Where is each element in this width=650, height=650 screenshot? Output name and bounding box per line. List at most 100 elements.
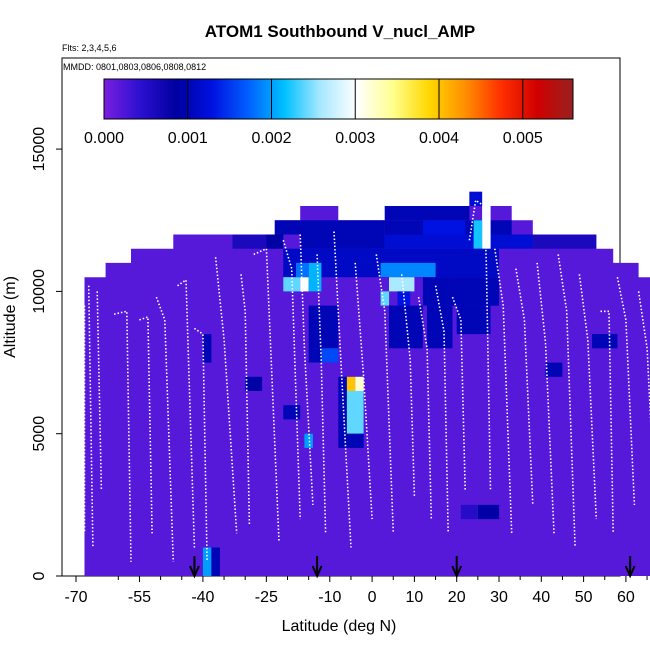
- colorbar-tick-label: 0.004: [419, 130, 459, 147]
- x-tick-label: -10: [318, 589, 341, 606]
- y-tick-label: 5000: [31, 416, 48, 452]
- arrow-marker: [311, 556, 323, 579]
- colorbar-gradient: [103, 78, 574, 120]
- heatmap-cell: [532, 234, 597, 249]
- heatmap-cell: [308, 262, 322, 292]
- colorbar-tick-label: 0.002: [251, 130, 291, 147]
- colorbar-tick-label: 0.000: [84, 130, 124, 147]
- date-subtitle: MMDD: 0801,0803,0806,0808,0812: [63, 62, 206, 72]
- heatmap-cell: [321, 348, 339, 363]
- heatmap-cell: [274, 220, 385, 235]
- heatmap-cell: [427, 305, 453, 349]
- x-tick-label: 60: [617, 589, 635, 606]
- flight-track: [578, 274, 598, 520]
- heatmap-cell: [384, 234, 533, 249]
- x-axis: -70-55-40-25-1001020304050607080: [64, 576, 648, 606]
- heatmap-cell: [545, 362, 563, 377]
- flight-track: [616, 277, 636, 505]
- flights-subtitle: Flts: 2,3,4,5,6: [62, 43, 117, 53]
- heatmap-cell: [477, 504, 500, 520]
- heatmap-cell: [482, 206, 491, 263]
- flight-track: [434, 285, 449, 534]
- y-tick-label: 10000: [31, 269, 48, 314]
- colorbar-ticks: 0.000 0.001 0.002 0.003 0.004 0.005: [84, 79, 543, 147]
- y-tick-label: 0: [31, 571, 48, 580]
- arrow-head: [624, 565, 636, 579]
- heatmap-cell: [389, 277, 415, 292]
- colorbar-tick-label: 0.005: [503, 130, 543, 147]
- heatmap-cell: [448, 277, 499, 306]
- heatmap-cell: [202, 547, 212, 576]
- colorbar-tick-label: 0.001: [168, 130, 208, 147]
- flight-track: [333, 231, 352, 548]
- flight-tracks: [83, 198, 650, 562]
- x-tick-label: 20: [448, 589, 466, 606]
- flight-track: [417, 296, 433, 520]
- heatmap-cell: [346, 391, 364, 434]
- heatmap-cell: [380, 262, 436, 278]
- flight-track: [282, 239, 301, 520]
- heatmap-background: [84, 191, 650, 576]
- heatmap-cell: [338, 391, 347, 434]
- heatmap-cell: [422, 277, 449, 306]
- heatmap-cell: [338, 376, 347, 391]
- heatmap-cell: [232, 234, 275, 249]
- arrow-head: [189, 565, 200, 579]
- chart-title: ATOM1 Southbound V_nucl_AMP: [205, 22, 475, 41]
- heatmap-cell: [308, 305, 339, 349]
- flight-track: [316, 254, 327, 534]
- x-tick-label: 10: [406, 589, 424, 606]
- heatmap-cell: [211, 547, 220, 576]
- arrow-marker: [624, 556, 636, 579]
- colorbar: 0.000 0.001 0.002 0.003 0.004 0.005: [84, 78, 574, 147]
- plot-area: [61, 57, 650, 579]
- y-tick-label: 15000: [31, 127, 48, 172]
- colorbar-tick-label: 0.003: [335, 130, 375, 147]
- heatmap-cell: [422, 220, 466, 235]
- flight-track: [113, 310, 132, 562]
- heatmap-cell: [469, 191, 483, 206]
- x-tick-label: -55: [128, 589, 151, 606]
- flight-track: [299, 234, 314, 505]
- heatmap-cell: [384, 206, 470, 221]
- heatmap-cell: [473, 220, 483, 249]
- flight-track: [515, 268, 534, 505]
- flight-track: [536, 262, 555, 534]
- flight-track: [193, 327, 208, 562]
- heatmap-cell: [355, 376, 364, 391]
- flight-track: [468, 198, 492, 491]
- heatmap-cell: [308, 348, 322, 363]
- heatmap-cell: [338, 433, 364, 448]
- x-tick-label: -70: [64, 589, 87, 606]
- flight-track: [400, 274, 416, 497]
- heatmap-cell: [304, 433, 313, 448]
- heatmap-cell: [460, 504, 478, 520]
- x-tick-label: 30: [490, 589, 508, 606]
- x-tick-label: 50: [575, 589, 593, 606]
- heatmap-cell: [592, 334, 618, 349]
- y-axis-label: Altitude (m): [2, 276, 19, 358]
- flight-track: [253, 247, 280, 542]
- heatmap-cell: [346, 376, 356, 391]
- heatmap-cells: [84, 191, 650, 576]
- heatmap-cell: [283, 277, 301, 292]
- heatmap-cell: [245, 376, 263, 391]
- x-tick-label: 40: [532, 589, 550, 606]
- flight-track: [600, 310, 614, 534]
- flight-track: [451, 296, 466, 491]
- flight-track: [87, 285, 94, 548]
- y-axis: 0 5000 10000 15000: [31, 127, 62, 580]
- heatmap-cell: [300, 277, 309, 292]
- arrow-head: [311, 565, 323, 579]
- heatmap-cell: [389, 305, 423, 349]
- heatmap-cell: [456, 305, 491, 335]
- x-axis-label: Latitude (deg N): [282, 618, 397, 635]
- heatmap-cell: [397, 291, 411, 306]
- heatmap-cell: [283, 405, 301, 420]
- heatmap-cell: [202, 334, 212, 363]
- flight-track: [240, 274, 251, 525]
- flight-track: [155, 296, 175, 562]
- x-tick-label: -25: [255, 589, 278, 606]
- heatmap-cell: [380, 291, 390, 306]
